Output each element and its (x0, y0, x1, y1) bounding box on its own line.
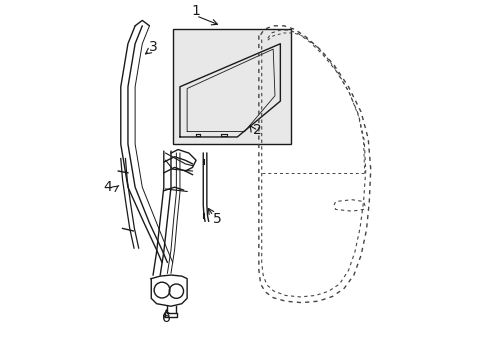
Text: 6: 6 (162, 311, 170, 325)
Text: 4: 4 (103, 180, 112, 194)
Text: 5: 5 (213, 212, 222, 226)
Text: 3: 3 (148, 40, 157, 54)
Text: 1: 1 (191, 4, 200, 18)
Bar (172, 30, 290, 144)
Text: 2: 2 (253, 123, 262, 137)
